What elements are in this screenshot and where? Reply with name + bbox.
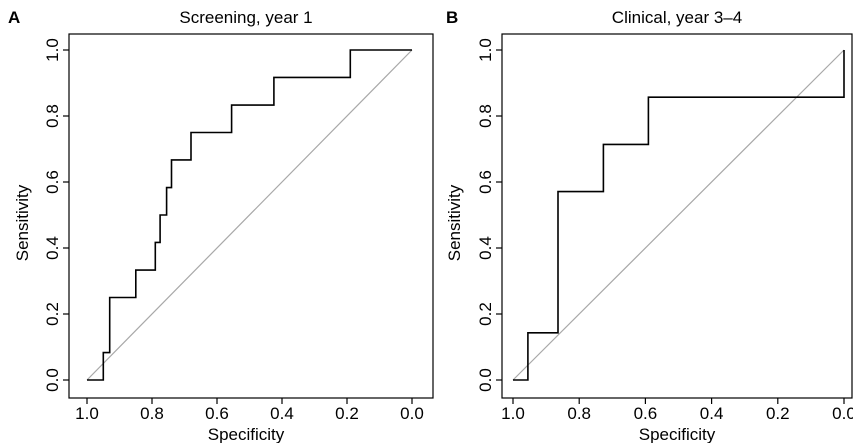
plot-frame (501, 33, 853, 399)
x-axis-label: Specificity (208, 425, 285, 443)
x-tick-label: 0.0 (400, 404, 424, 423)
axis-ticks: 1.0 0.8 0.6 0.4 0.2 0.0 0.0 0.2 0.4 0.6 0.8 1.0 (476, 38, 853, 423)
roc-curve (87, 49, 412, 381)
panel-b: B Clinical, year 3–4 Specificity Sensiti… (445, 8, 853, 443)
y-tick-label: 1.0 (476, 38, 495, 62)
y-tick-label: 1.0 (43, 38, 62, 62)
y-tick-label: 0.0 (476, 368, 495, 392)
y-tick-label: 0.8 (476, 104, 495, 128)
y-tick-label: 0.4 (43, 236, 62, 260)
x-tick-label: 0.8 (567, 404, 591, 423)
y-tick-label: 0.2 (476, 302, 495, 326)
x-tick-label: 1.0 (501, 404, 525, 423)
plot-frame (68, 33, 434, 399)
chart-title: Screening, year 1 (179, 8, 312, 27)
x-tick-label: 0.2 (335, 404, 359, 423)
reference-diagonal (86, 49, 413, 381)
x-tick-label: 0.0 (832, 404, 853, 423)
chart-title: Clinical, year 3–4 (612, 8, 742, 27)
x-tick-label: 0.2 (766, 404, 790, 423)
x-axis-label: Specificity (639, 425, 716, 443)
y-tick-label: 0.4 (476, 236, 495, 260)
y-tick-label: 0.6 (476, 170, 495, 194)
y-tick-label: 0.0 (43, 368, 62, 392)
roc-curve (513, 50, 845, 381)
x-tick-label: 1.0 (75, 404, 99, 423)
x-tick-label: 0.4 (270, 404, 294, 423)
panel-a: A Screening, year 1 Specificity Sensitiv… (8, 8, 434, 443)
panel-letter: B (446, 8, 458, 27)
y-tick-label: 0.8 (43, 104, 62, 128)
y-axis-label: Sensitivity (445, 184, 464, 261)
reference-diagonal (512, 49, 845, 381)
panel-letter: A (8, 8, 20, 27)
y-tick-label: 0.6 (43, 170, 62, 194)
x-tick-label: 0.8 (140, 404, 164, 423)
y-axis-label: Sensitivity (13, 184, 32, 261)
x-tick-label: 0.4 (700, 404, 724, 423)
y-tick-label: 0.2 (43, 302, 62, 326)
x-tick-label: 0.6 (205, 404, 229, 423)
x-tick-label: 0.6 (634, 404, 658, 423)
axis-ticks: 1.0 0.8 0.6 0.4 0.2 0.0 0.0 0.2 0.4 0.6 0.8 1.0 (43, 38, 424, 423)
